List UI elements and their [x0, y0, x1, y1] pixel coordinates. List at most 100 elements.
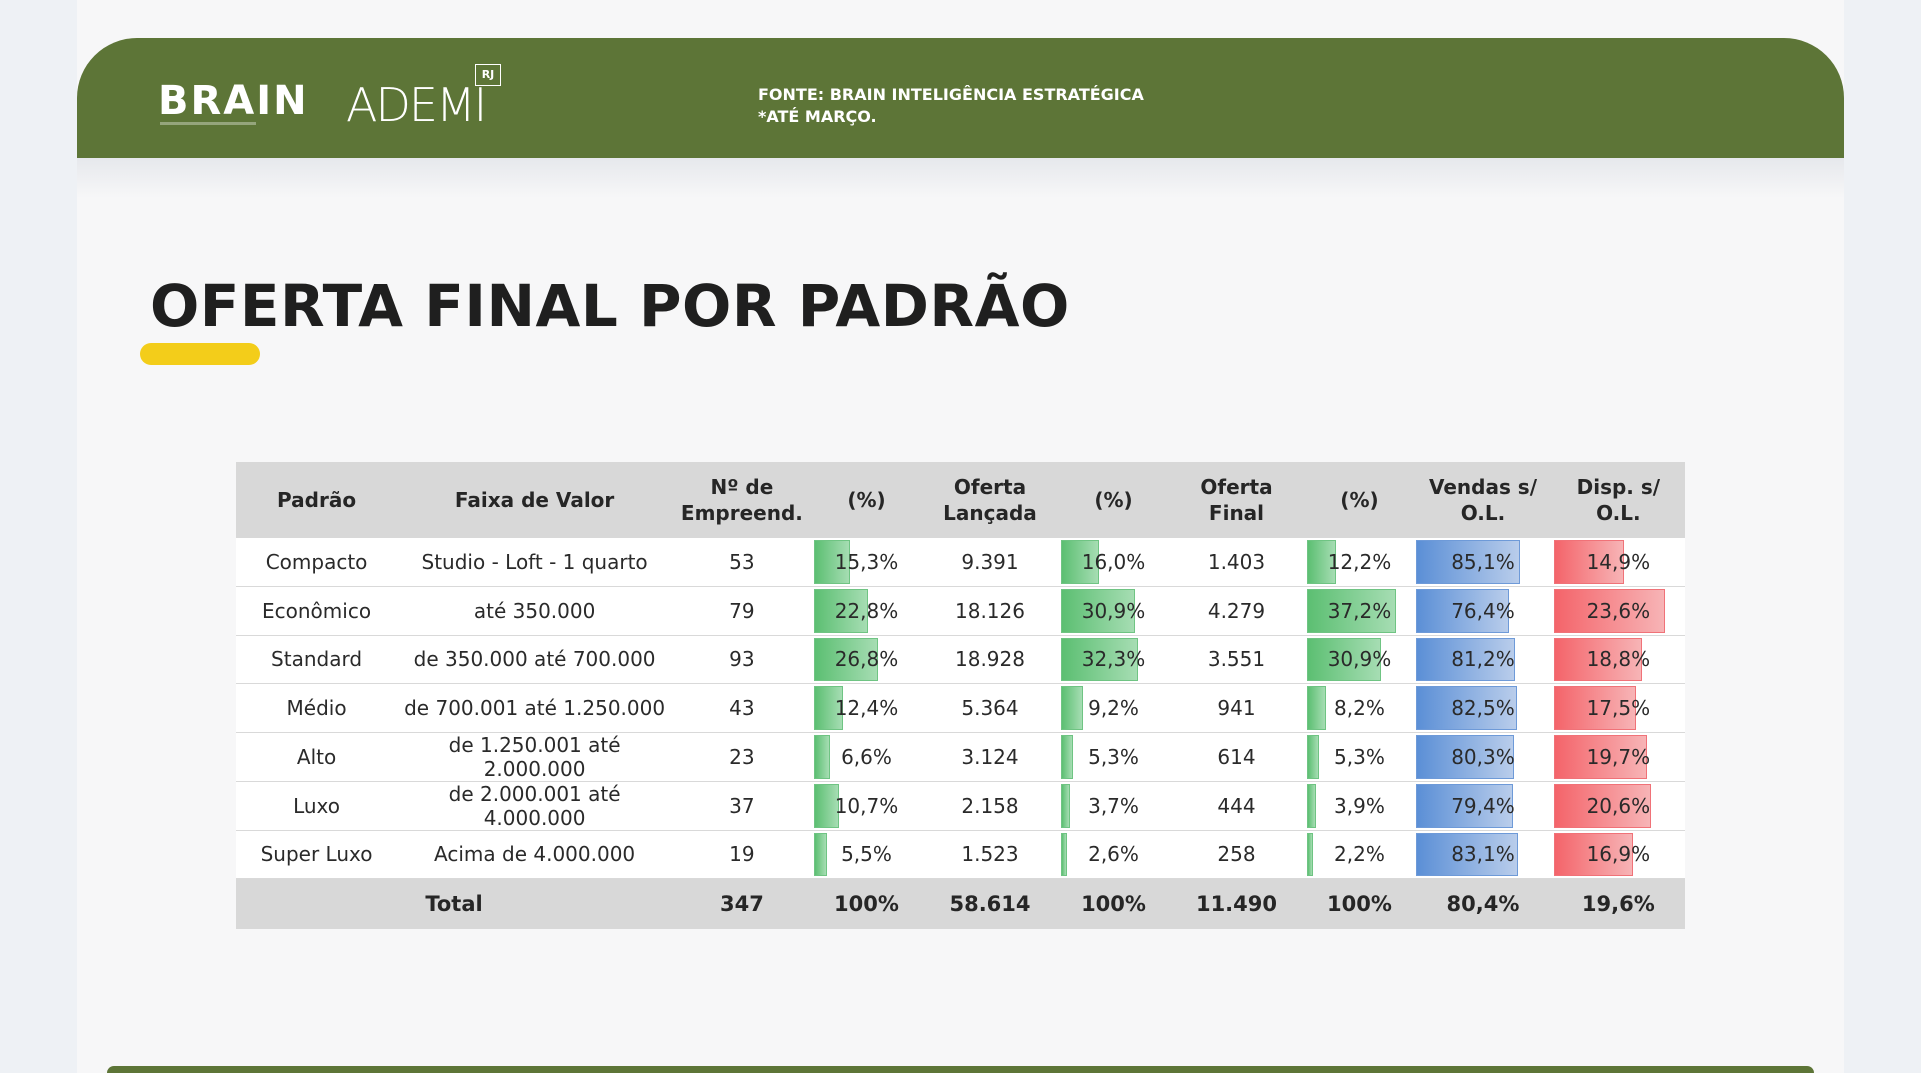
total-label: Total: [236, 878, 673, 929]
data-bar: [1060, 686, 1083, 730]
cell-pct1: 12,4%: [811, 683, 922, 733]
cell-empreend: 23: [672, 732, 812, 782]
cell-value: 3,7%: [1088, 793, 1139, 818]
cell-faixa: Acima de 4.000.000: [397, 830, 673, 879]
cell-oferta_lancada: 18.126: [921, 586, 1059, 636]
cell-pct2: 30,9%: [1058, 586, 1169, 636]
cell-pct1: 5,5%: [811, 830, 922, 879]
table-row: Standard de 350.000 até 700.000 93 26,8% 18.…: [236, 635, 1685, 684]
cell-pct1: 22,8%: [811, 586, 922, 636]
cell-pct1: 15,3%: [811, 538, 922, 587]
data-bar: [1553, 637, 1643, 681]
cell-pct3: 12,2%: [1304, 538, 1415, 587]
cell-value: 20,6%: [1586, 793, 1651, 818]
data-bar: [1060, 637, 1139, 681]
cell-value: 80,3%: [1451, 744, 1515, 769]
data-bar: [1060, 540, 1100, 584]
data-bar: [1306, 686, 1327, 730]
cell-value: 5,5%: [841, 842, 892, 867]
cell-empreend: 53: [672, 538, 812, 587]
cell-oferta_lancada: 18.928: [921, 635, 1059, 684]
cell-padrao: Super Luxo: [236, 830, 398, 879]
data-bar: [1553, 589, 1666, 633]
table-header-row: Padrão Faixa de Valor Nº de Empreend. (%) Of…: [236, 462, 1685, 538]
cell-value: 3,9%: [1334, 793, 1385, 818]
data-bar: [1416, 783, 1514, 828]
cell-value: 79,4%: [1451, 793, 1515, 818]
data-bar: [1553, 540, 1625, 584]
column-header: Disp. s/ O.L.: [1551, 462, 1685, 538]
data-bar: [813, 734, 830, 779]
table-row: Alto de 1.250.001 até 2.000.000 23 6,6% 3.12…: [236, 732, 1685, 782]
table-row: Super Luxo Acima de 4.000.000 19 5,5% 1.523 2…: [236, 830, 1685, 879]
data-bar: [1060, 734, 1074, 779]
cell-faixa: até 350.000: [397, 586, 673, 636]
cell-value: 82,5%: [1451, 695, 1515, 720]
cell-empreend: 19: [672, 830, 812, 879]
cell-pct2: 3,7%: [1058, 781, 1169, 831]
cell-value: 8,2%: [1334, 695, 1385, 720]
data-bar: [1416, 589, 1510, 633]
cell-value: 5,3%: [1088, 744, 1139, 769]
cell-vendas: 76,4%: [1414, 586, 1552, 636]
data-bar: [1060, 832, 1067, 876]
cell-value: 22,8%: [834, 598, 899, 623]
cell-value: 15,3%: [834, 550, 899, 574]
page-title: OFERTA FINAL POR PADRÃO: [150, 272, 1070, 340]
cell-value: 2,2%: [1334, 842, 1385, 867]
data-bar: [1416, 637, 1516, 681]
cell-value: 2,6%: [1088, 842, 1139, 867]
column-header: Nº de Empreend.: [672, 462, 812, 538]
cell-empreend: 93: [672, 635, 812, 684]
data-bar: [1306, 832, 1313, 876]
total-empreend: 347: [672, 878, 812, 929]
column-header: Padrão: [236, 462, 398, 538]
data-bar: [1306, 589, 1396, 633]
cell-value: 81,2%: [1451, 647, 1515, 672]
data-bar: [1306, 540, 1336, 584]
source-note: FONTE: BRAIN INTELIGÊNCIA ESTRATÉGICA *A…: [758, 84, 1144, 128]
cell-oferta_lancada: 3.124: [921, 732, 1059, 782]
table-row: Econômico até 350.000 79 22,8% 18.126 30,9% 4.…: [236, 586, 1685, 636]
table-body: Compacto Studio - Loft - 1 quarto 53 15,3% 9…: [236, 538, 1685, 879]
column-header: (%): [811, 462, 922, 538]
cell-value: 9,2%: [1088, 695, 1139, 720]
ademi-rj-badge: RJ: [475, 64, 501, 86]
cell-vendas: 85,1%: [1414, 538, 1552, 587]
cell-pct2: 32,3%: [1058, 635, 1169, 684]
data-bar: [813, 832, 827, 876]
cell-faixa: Studio - Loft - 1 quarto: [397, 538, 673, 587]
cell-disp: 20,6%: [1551, 781, 1685, 831]
data-bar: [1060, 589, 1135, 633]
total-vendas: 80,4%: [1414, 878, 1552, 929]
data-bar: [813, 589, 869, 633]
cell-value: 30,9%: [1327, 647, 1392, 672]
header-banner: [77, 38, 1844, 158]
column-header: (%): [1304, 462, 1415, 538]
table-row: Luxo de 2.000.001 até 4.000.000 37 10,7% 2.1…: [236, 781, 1685, 831]
cell-value: 6,6%: [841, 744, 892, 769]
cell-padrao: Alto: [236, 732, 398, 782]
cell-value: 83,1%: [1451, 842, 1515, 867]
cell-value: 32,3%: [1081, 647, 1146, 672]
cell-pct3: 8,2%: [1304, 683, 1415, 733]
data-bar: [813, 783, 840, 828]
cell-value: 76,4%: [1451, 598, 1515, 623]
cell-pct3: 2,2%: [1304, 830, 1415, 879]
cell-empreend: 43: [672, 683, 812, 733]
column-header: Vendas s/ O.L.: [1414, 462, 1552, 538]
cell-value: 23,6%: [1586, 598, 1651, 623]
cell-empreend: 79: [672, 586, 812, 636]
cell-oferta_lancada: 5.364: [921, 683, 1059, 733]
cell-disp: 17,5%: [1551, 683, 1685, 733]
cell-padrao: Standard: [236, 635, 398, 684]
cell-value: 16,0%: [1081, 550, 1146, 574]
source-line-2: *ATÉ MARÇO.: [758, 107, 877, 126]
data-bar: [1306, 783, 1317, 828]
data-bar: [1416, 832, 1518, 876]
source-line-1: FONTE: BRAIN INTELIGÊNCIA ESTRATÉGICA: [758, 85, 1144, 104]
cell-pct1: 10,7%: [811, 781, 922, 831]
footer-banner-edge: [107, 1066, 1814, 1073]
cell-vendas: 80,3%: [1414, 732, 1552, 782]
brain-logo: BRAIN: [158, 78, 309, 124]
